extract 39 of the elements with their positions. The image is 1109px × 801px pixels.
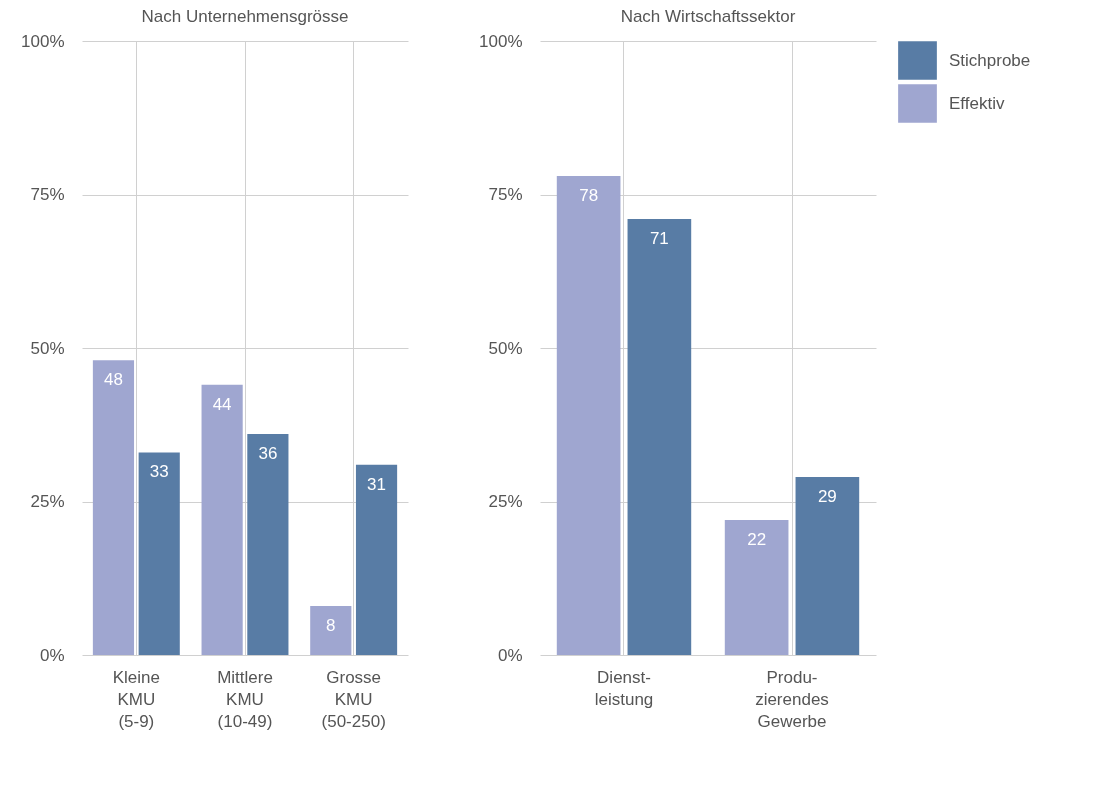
y-tick-label: 25%: [30, 492, 65, 511]
y-tick-label: 100%: [479, 31, 523, 51]
bar: [138, 452, 180, 655]
bar: [795, 476, 860, 655]
y-tick-label: 75%: [30, 185, 65, 204]
legend-label: Stichprobe: [949, 50, 1031, 70]
bar: [310, 605, 352, 655]
x-tick-label: Dienst- leistung: [594, 667, 654, 709]
y-tick-label: 100%: [21, 31, 65, 51]
data-label: 71: [649, 229, 669, 249]
data-label: 8: [326, 615, 336, 635]
y-tick-label: 25%: [488, 492, 523, 511]
bar: [92, 360, 135, 655]
y-tick-label: 50%: [488, 338, 523, 358]
data-label: 48: [104, 370, 123, 390]
bar: [355, 464, 398, 655]
y-tick-label: 0%: [497, 645, 523, 665]
chart-title: Nach Wirtschaftssektor: [620, 7, 796, 26]
x-tick-label: Mittlere KMU (10-49): [217, 667, 273, 731]
bar: [201, 384, 243, 655]
data-label: 78: [579, 186, 599, 206]
bar: [247, 433, 289, 655]
y-tick-label: 0%: [39, 645, 65, 665]
data-label: 29: [817, 486, 837, 506]
data-label: 33: [149, 462, 169, 482]
bar: [556, 176, 621, 655]
y-tick-label: 50%: [30, 338, 65, 358]
data-label: 22: [747, 529, 767, 549]
x-tick-label: Grosse KMU (50-250): [321, 667, 386, 731]
y-tick-label: 75%: [488, 185, 523, 204]
data-label: 31: [367, 474, 386, 494]
data-label: 36: [258, 443, 278, 463]
legend-label: Effektiv: [949, 93, 1005, 113]
x-tick-label: Produ- zierendes Gewerbe: [755, 667, 829, 731]
data-label: 44: [212, 394, 232, 414]
x-tick-label: Kleine KMU (5-9): [112, 667, 160, 731]
bar: [627, 219, 692, 655]
bar: [724, 519, 789, 655]
chart-title: Nach Unternehmensgrösse: [141, 7, 349, 26]
